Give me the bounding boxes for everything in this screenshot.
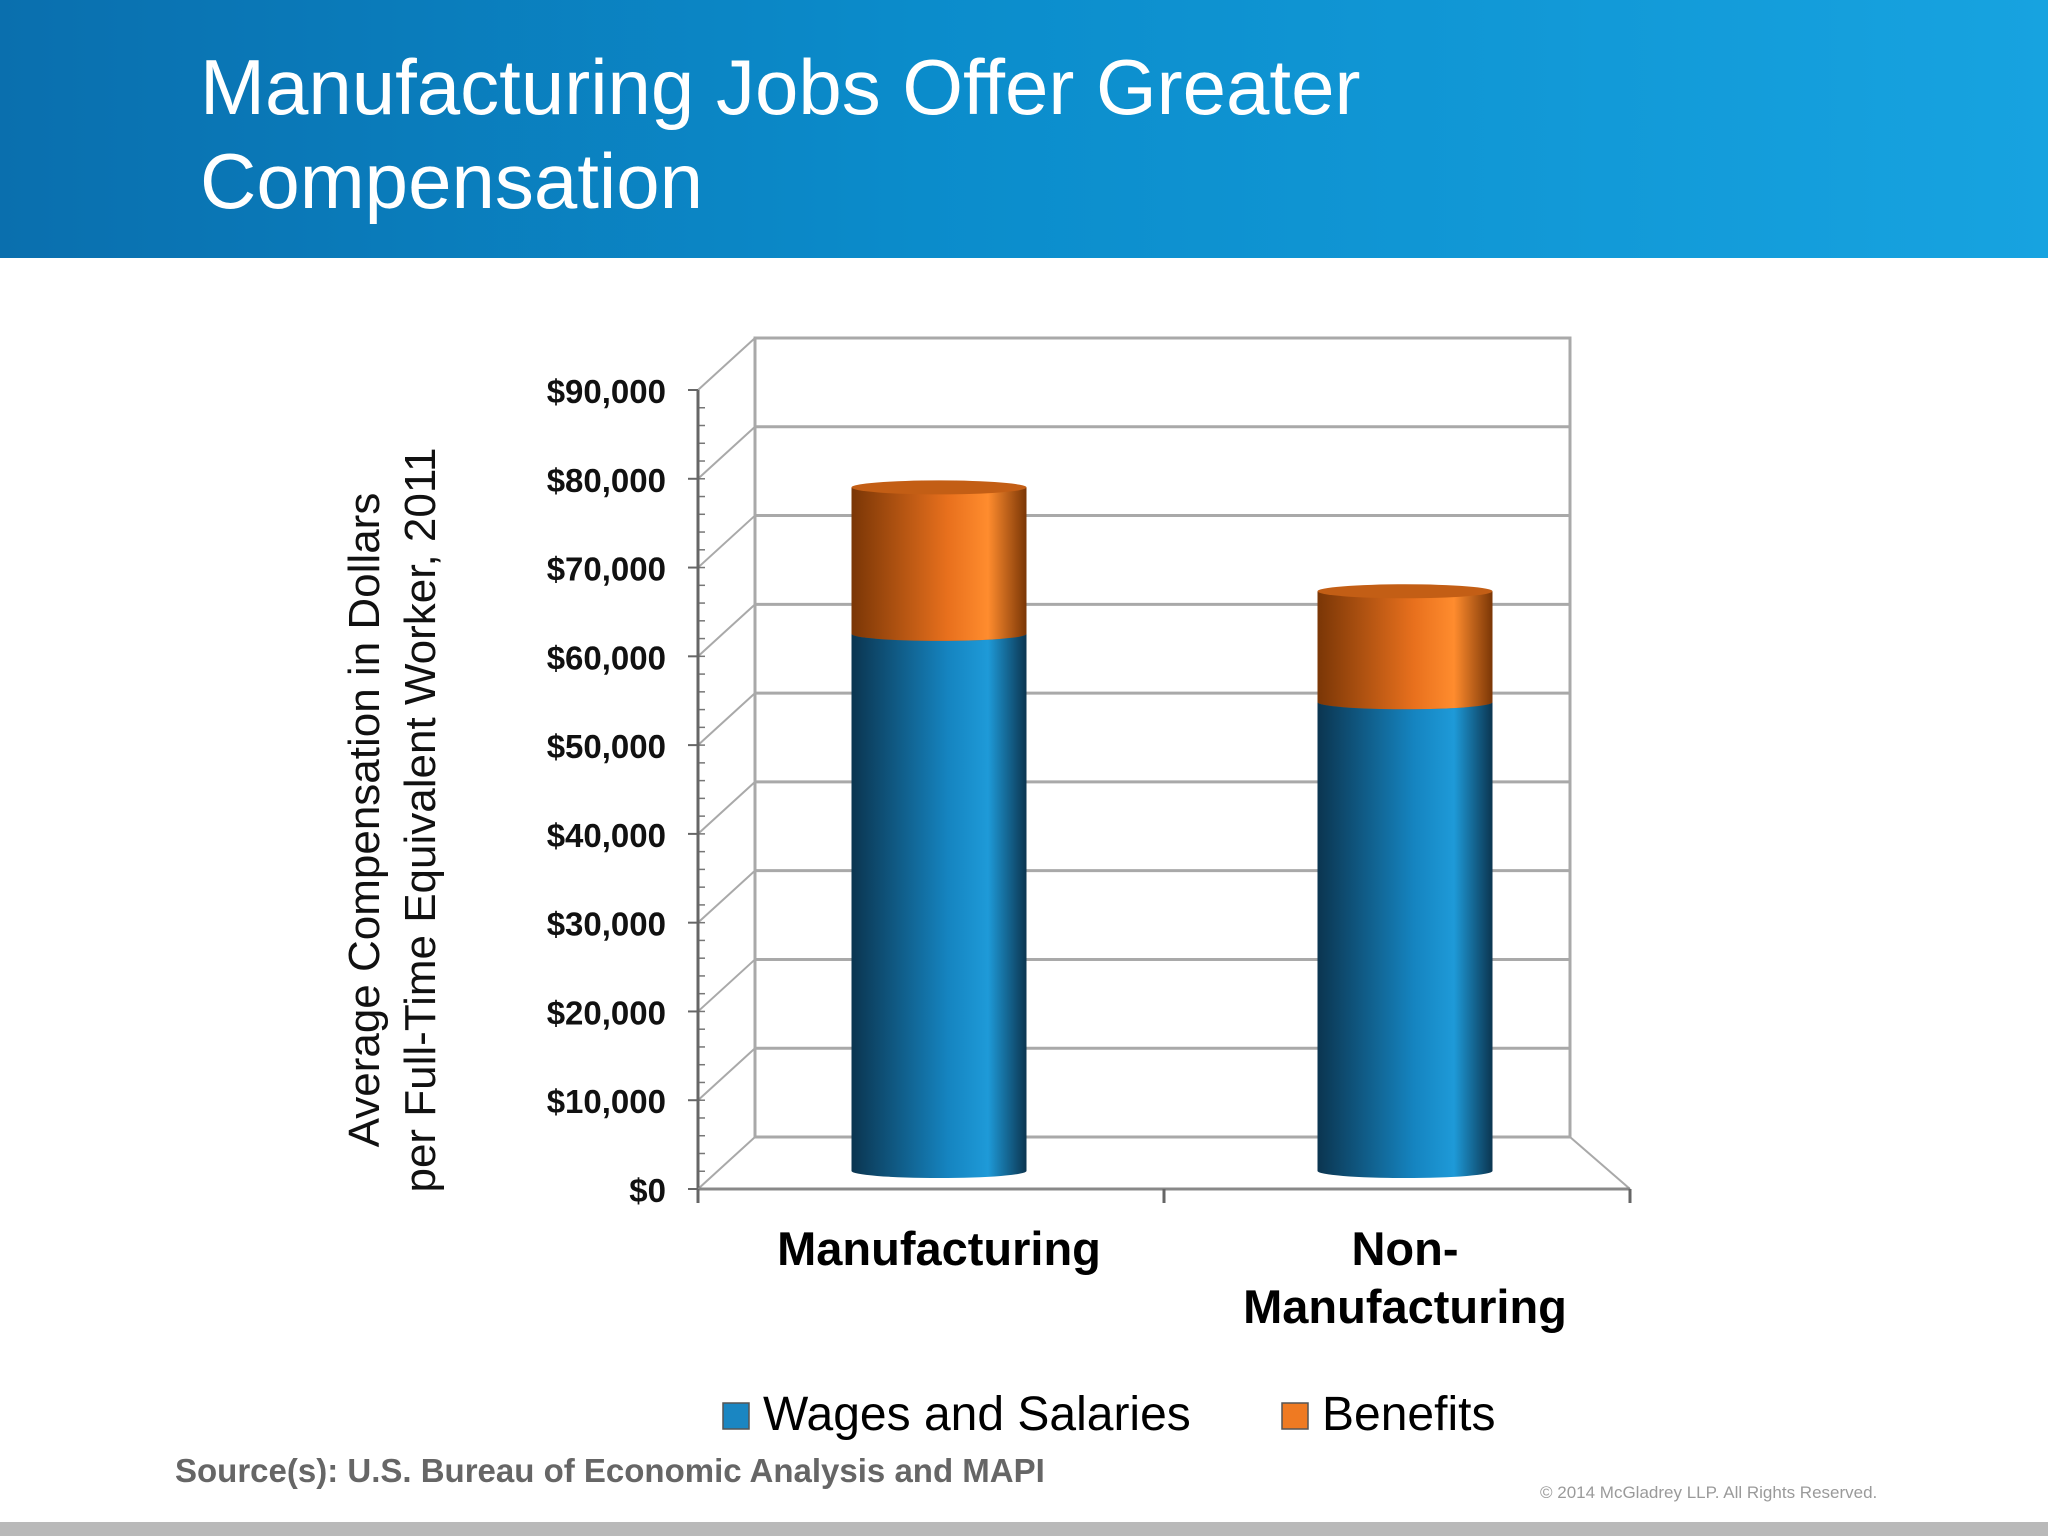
legend-swatch-wages: [722, 1402, 750, 1430]
source-note: Source(s): U.S. Bureau of Economic Analy…: [175, 1452, 1045, 1489]
bar-benefits-manufacturing: [851, 480, 1027, 641]
grid-connector: [697, 781, 756, 835]
grid-connector: [697, 337, 756, 391]
y-tick-label: $50,000: [547, 728, 666, 765]
y-tick-label: $10,000: [547, 1083, 666, 1120]
y-tick-label: $40,000: [547, 817, 666, 854]
grid-connector: [697, 692, 756, 746]
x-category-label: Non-: [1351, 1222, 1458, 1275]
slide-header: [0, 0, 2048, 258]
grid-connector: [697, 958, 756, 1013]
bar-wages-manufacturing: [851, 626, 1027, 1178]
legend-label-benefits: Benefits: [1322, 1388, 1495, 1441]
grid-connector: [697, 1136, 756, 1190]
y-tick-label: $70,000: [547, 551, 666, 588]
bar-wages-non-manufacturing: [1317, 695, 1493, 1178]
y-tick-label: $30,000: [547, 906, 666, 943]
y-tick-label: $20,000: [547, 994, 666, 1031]
grid-connector: [697, 869, 756, 924]
y-tick-label: $60,000: [547, 639, 666, 676]
grid-connector: [697, 603, 756, 658]
grid-connector: [697, 426, 756, 480]
copyright-note: © 2014 McGladrey LLP. All Rights Reserve…: [1540, 1483, 1878, 1502]
bar-benefits-non-manufacturing: [1317, 584, 1493, 710]
y-tick-label: $0: [629, 1172, 666, 1209]
footer-bar: [0, 1522, 2048, 1536]
legend-label-wages: Wages and Salaries: [763, 1388, 1191, 1441]
legend-swatch-benefits: [1281, 1402, 1309, 1430]
x-category-label: Manufacturing: [1243, 1280, 1567, 1333]
slide-title: Manufacturing Jobs Offer Greater Compens…: [200, 40, 1800, 228]
y-tick-label: $90,000: [547, 373, 666, 410]
grid-connector: [697, 514, 756, 569]
floor-edge: [1569, 1136, 1631, 1190]
y-tick-label: $80,000: [547, 462, 666, 499]
grid-connector: [697, 1047, 756, 1101]
x-category-label: Manufacturing: [777, 1222, 1101, 1275]
title-line-1: Manufacturing Jobs Offer Greater: [200, 43, 1361, 131]
title-line-2: Compensation: [200, 137, 703, 225]
